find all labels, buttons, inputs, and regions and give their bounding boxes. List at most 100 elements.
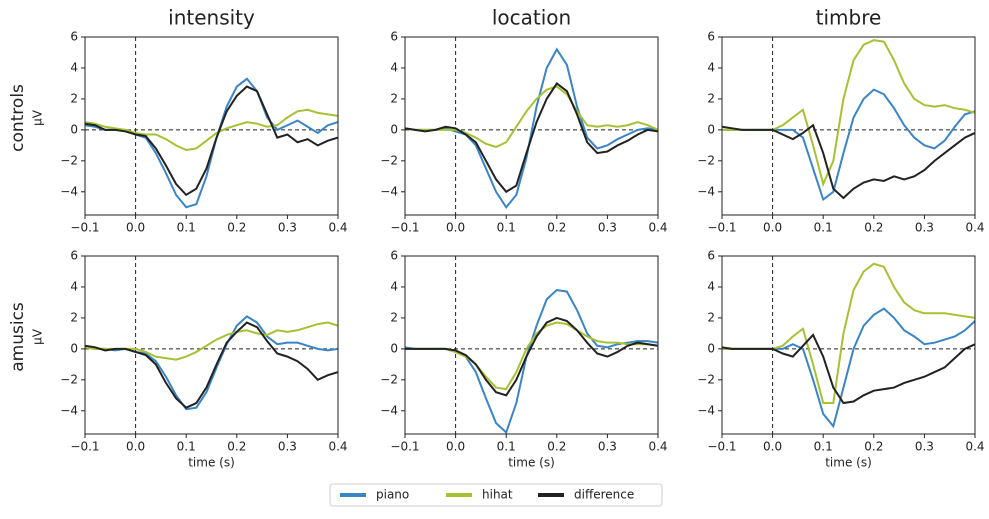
y-tick-label: −4 [60,403,78,417]
y-tick-label: −4 [60,184,78,198]
x-tick-label: 0.3 [915,221,934,235]
x-tick-label: 0.2 [864,440,883,454]
panel-title: location [492,6,571,30]
y-tick-label: 6 [390,249,398,263]
x-tick-label: 0.0 [763,440,782,454]
x-tick-label: 0.4 [965,221,984,235]
y-tick-label: 2 [70,310,78,324]
x-tick-label: 0.3 [598,440,617,454]
x-tick-label: 0.0 [126,221,145,235]
x-tick-label: 0.1 [177,221,196,235]
y-tick-label: −2 [60,372,78,386]
y-tick-label: −2 [697,153,715,167]
series-line [722,262,975,405]
x-tick-label: 0.1 [814,440,833,454]
legend-frame [329,483,663,507]
series-line [722,307,975,429]
y-tick-label: 0 [70,122,78,136]
x-tick-label: 0.4 [648,221,667,235]
x-tick-label: 0.3 [278,221,297,235]
series-line [85,321,338,409]
series-line [405,85,658,148]
axes-frame [721,36,976,216]
panel-title: intensity [168,6,255,30]
x-tick-label: −0.1 [70,440,99,454]
axes-frame [721,255,976,435]
y-axis-label: µV [31,109,45,126]
y-tick-label: 6 [70,30,78,44]
x-tick-label: 0.4 [328,440,347,454]
x-tick-label: 0.1 [497,440,516,454]
x-tick-label: 0.2 [227,221,246,235]
panel-title: timbre [816,6,882,30]
y-tick-label: 0 [707,341,715,355]
x-tick-label: 0.4 [648,440,667,454]
legend: piano hihat difference [329,483,663,507]
y-tick-label: 4 [707,60,715,74]
legend-label: hihat [482,488,513,502]
x-tick-label: 0.0 [126,440,145,454]
series-line [85,85,338,197]
x-tick-label: 0.1 [497,221,516,235]
axes-frame [404,255,659,435]
y-tick-label: 0 [390,122,398,136]
panel: −4 −2 0 2 4 6 −0.1 0.0 0.1 0.2 0.3 0.4 time (s) amusi… [8,249,348,470]
y-tick-label: 2 [707,91,715,105]
x-tick-label: −0.1 [390,221,419,235]
y-tick-label: 2 [707,310,715,324]
panel: −4 −2 0 2 4 6 −0.1 0.0 0.1 0.2 0.3 0.4 timbre [697,6,984,235]
series-line [405,321,658,391]
x-tick-label: 0.3 [915,440,934,454]
x-tick-label: 0.0 [446,440,465,454]
panel: −4 −2 0 2 4 6 −0.1 0.0 0.1 0.2 0.3 0.4 time (s) [380,249,667,470]
y-tick-label: 6 [707,30,715,44]
legend-label: difference [574,488,634,502]
x-tick-label: −0.1 [390,440,419,454]
legend-label: piano [376,488,409,502]
x-tick-label: 0.4 [328,221,347,235]
panel: −4 −2 0 2 4 6 −0.1 0.0 0.1 0.2 0.3 0.4 location [380,6,667,235]
y-tick-label: −4 [697,403,715,417]
x-tick-label: 0.1 [177,440,196,454]
y-tick-label: 4 [70,60,78,74]
y-tick-label: −4 [697,184,715,198]
y-tick-label: −2 [60,153,78,167]
series-line [722,39,975,188]
series-line [85,77,338,209]
series-line [722,333,975,405]
x-tick-label: 0.3 [598,221,617,235]
x-axis-label: time (s) [825,456,872,470]
x-axis-label: time (s) [188,456,235,470]
y-axis-label: µV [31,328,45,345]
y-tick-label: 4 [707,279,715,293]
y-tick-label: −4 [380,184,398,198]
series-line [405,81,658,194]
y-tick-label: −4 [380,403,398,417]
x-tick-label: 0.1 [814,221,833,235]
x-tick-label: 0.2 [547,221,566,235]
series-line [405,288,658,434]
series-line [85,108,338,152]
panel: −4 −2 0 2 4 6 −0.1 0.0 0.1 0.2 0.3 0.4 time (s) [697,249,984,470]
axes-frame [84,255,339,435]
x-tick-label: −0.1 [70,221,99,235]
y-tick-label: 6 [707,249,715,263]
series-line [85,321,338,361]
x-tick-label: 0.2 [547,440,566,454]
y-tick-label: 2 [390,310,398,324]
x-tick-label: 0.4 [965,440,984,454]
x-axis-label: time (s) [508,456,555,470]
y-tick-label: −2 [380,153,398,167]
y-tick-label: −2 [697,372,715,386]
row-label: controls [8,84,28,152]
x-tick-label: 0.2 [864,221,883,235]
y-tick-label: 6 [70,249,78,263]
y-tick-label: 0 [70,341,78,355]
x-tick-label: 0.0 [446,221,465,235]
x-tick-label: 0.3 [278,440,297,454]
y-tick-label: 4 [390,279,398,293]
y-tick-label: 4 [70,279,78,293]
y-tick-label: −2 [380,372,398,386]
axes-frame [84,36,339,216]
